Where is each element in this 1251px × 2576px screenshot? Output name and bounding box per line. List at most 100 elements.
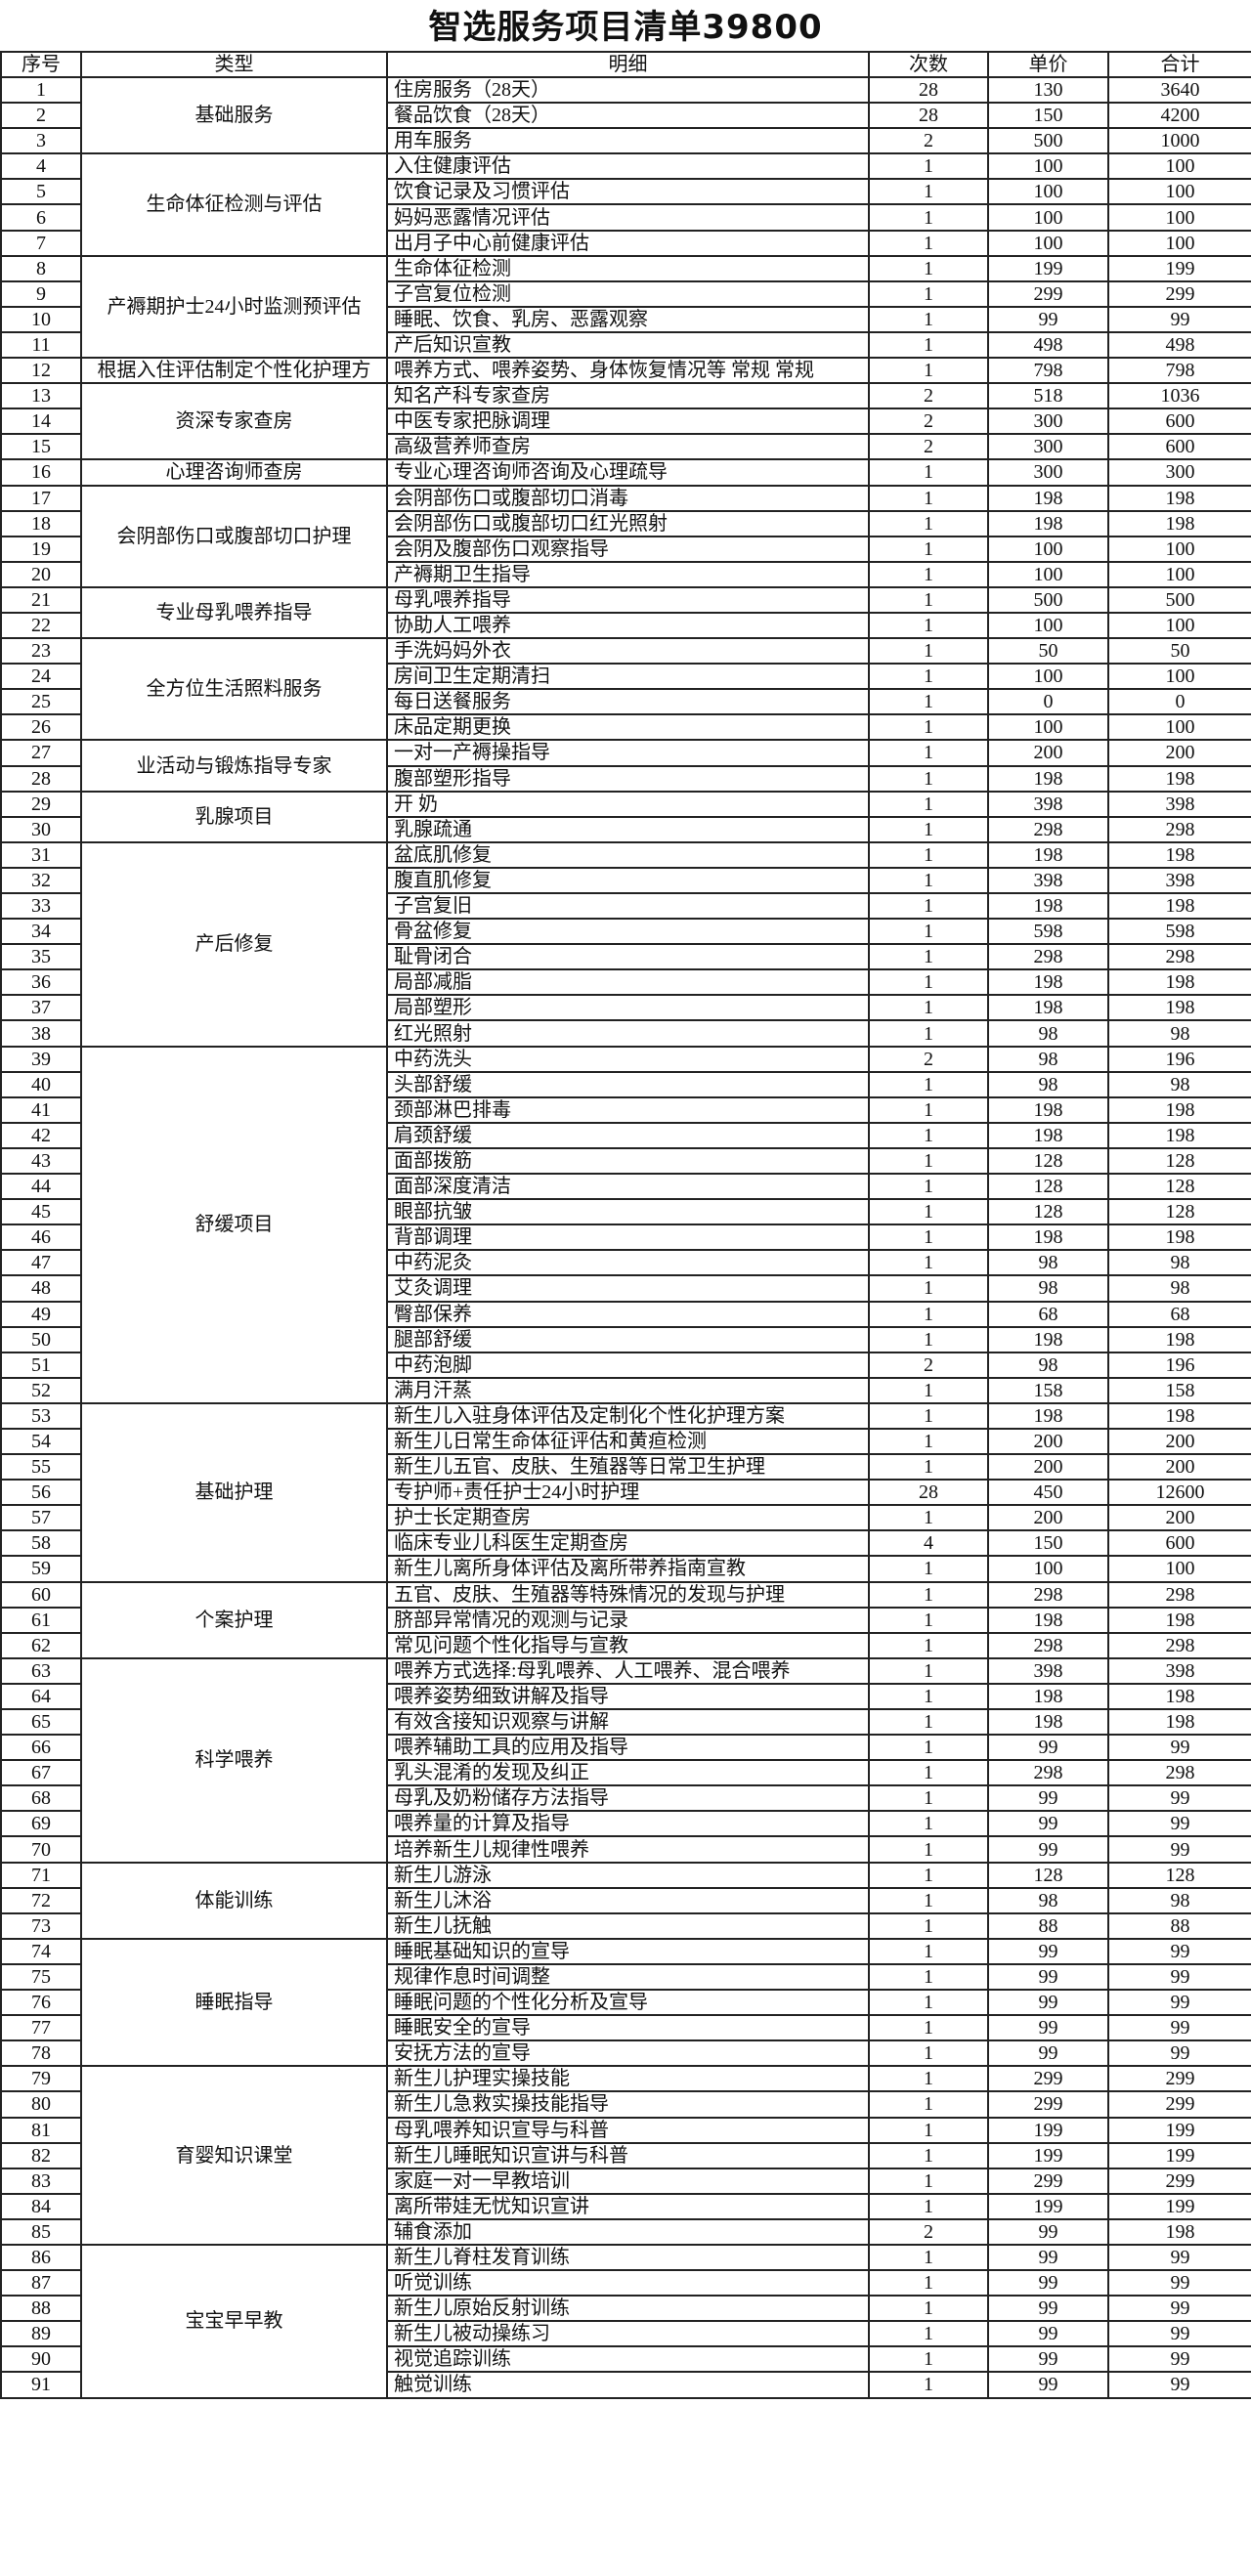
cell-total: 198 [1107,840,1251,869]
cell-no: 22 [0,611,82,640]
cell-price: 518 [987,382,1109,410]
cell-detail: 饮食记录及习惯评估 [386,178,870,206]
table-row: 4 生命体征检测与评估 入住健康评估 1 100 100 [0,152,1251,257]
cell-total: 198 [1107,2217,1251,2246]
cell-no: 42 [0,1121,82,1149]
cell-no: 2 [0,102,82,130]
cell-no: 59 [0,1555,82,1583]
cell-total: 99 [1107,2371,1251,2399]
table-row: 37 局部塑形 1 198 198 [0,994,1251,1022]
table-row: 89 新生儿被动操练习 1 99 99 [0,2320,1251,2348]
cell-count: 1 [868,1224,989,1252]
cell-detail: 母乳及奶粉储存方法指导 [386,1784,870,1813]
cell-total: 398 [1107,790,1251,818]
cell-detail: 脐部异常情况的观测与记录 [386,1606,870,1634]
cell-detail: 喂养量的计算及指导 [386,1810,870,1838]
cell-no: 65 [0,1707,82,1737]
cell-no: 73 [0,1911,82,1940]
cell-count: 1 [868,2090,989,2119]
cell-count: 1 [868,891,989,921]
cell-price: 68 [987,1300,1109,1328]
table-row: 19 会阴及腹部伤口观察指导 1 100 100 [0,535,1251,563]
cell-detail: 肩颈舒缓 [386,1121,870,1149]
cell-price: 299 [987,2065,1109,2093]
cell-count: 1 [868,1886,989,1914]
table-row: 59 新生儿离所身体评估及离所带养指南宣教 1 100 100 [0,1555,1251,1583]
cell-count: 1 [868,739,989,767]
cell-no: 29 [0,790,82,818]
cell-count: 1 [868,203,989,232]
cell-total: 198 [1107,1224,1251,1252]
cell-detail: 手洗妈妈外衣 [386,637,870,665]
cell-price: 198 [987,1682,1109,1711]
table-row: 60 个案护理 五官、皮肤、生殖器等特殊情况的发现与护理 1 298 298 [0,1580,1251,1659]
cell-total: 3640 [1107,75,1251,105]
cell-count: 1 [868,535,989,563]
cell-count: 1 [868,1962,989,1992]
cell-count: 1 [868,994,989,1022]
cell-detail: 中药洗头 [386,1045,870,1073]
cell-type: 体能训练 [80,1861,388,1940]
cell-price: 99 [987,1989,1109,2017]
cell-no: 80 [0,2090,82,2119]
cell-detail: 安抚方法的宣导 [386,2039,870,2068]
table-row: 82 新生儿睡眠知识宣讲与科普 1 199 199 [0,2141,1251,2169]
cell-detail: 乳腺疏通 [386,815,870,843]
cell-no: 24 [0,663,82,691]
cell-count: 2 [868,2217,989,2246]
cell-type: 乳腺项目 [80,790,388,843]
cell-count: 28 [868,1479,989,1507]
cell-total: 98 [1107,1886,1251,1914]
cell-price: 98 [987,1019,1109,1048]
cell-count: 1 [868,713,989,742]
cell-count: 1 [868,918,989,946]
table-row: 71 体能训练 新生儿游泳 1 128 128 [0,1861,1251,1940]
service-table: 序号 类型 明细 次数 单价 合计 1 基础服务 住房服务（28天） 28 130 364… [0,51,1251,2399]
cell-count: 1 [868,1198,989,1226]
cell-type: 产后修复 [80,840,388,1048]
cell-total: 298 [1107,815,1251,843]
cell-count: 1 [868,1656,989,1685]
cell-total: 198 [1107,1325,1251,1353]
table-row: 87 听觉训练 1 99 99 [0,2269,1251,2297]
cell-total: 99 [1107,1989,1251,2017]
cell-price: 198 [987,1224,1109,1252]
cell-detail: 喂养姿势细致讲解及指导 [386,1682,870,1711]
table-row: 12 根据入住评估制定个性化护理方 喂养方式、喂养姿势、身体恢复情况等 常规 常规 1… [0,357,1251,385]
cell-no: 30 [0,815,82,843]
cell-detail: 规律作息时间调整 [386,1962,870,1992]
table-row: 9 子宫复位检测 1 299 299 [0,279,1251,308]
cell-detail: 新生儿急救实操技能指导 [386,2090,870,2119]
cell-count: 1 [868,1249,989,1277]
table-body: 1 基础服务 住房服务（28天） 28 130 3640 2 餐品饮食（28天） 28 150 42… [0,75,1251,2399]
cell-no: 7 [0,229,82,257]
cell-total: 498 [1107,330,1251,360]
cell-detail: 中药泥灸 [386,1249,870,1277]
cell-count: 1 [868,968,989,997]
cell-detail: 专护师+责任护士24小时护理 [386,1479,870,1507]
cell-total: 99 [1107,2243,1251,2272]
cell-no: 19 [0,535,82,563]
table-row: 36 局部减脂 1 198 198 [0,968,1251,997]
table-row: 25 每日送餐服务 1 0 0 [0,688,1251,716]
cell-detail: 骨盆修复 [386,918,870,946]
table-row: 21 专业母乳喂养指导 母乳喂养指导 1 500 500 [0,585,1251,640]
table-row: 83 家庭一对一早教培训 1 299 299 [0,2167,1251,2195]
cell-count: 1 [868,1401,989,1430]
cell-total: 100 [1107,152,1251,181]
table-row: 69 喂养量的计算及指导 1 99 99 [0,1810,1251,1838]
cell-count: 1 [868,458,989,487]
cell-count: 1 [868,1911,989,1940]
cell-no: 89 [0,2320,82,2348]
table-row: 47 中药泥灸 1 98 98 [0,1249,1251,1277]
cell-detail: 臀部保养 [386,1300,870,1328]
table-row: 30 乳腺疏通 1 298 298 [0,815,1251,843]
cell-no: 77 [0,2014,82,2042]
cell-total: 398 [1107,1656,1251,1685]
cell-total: 600 [1107,433,1251,461]
cell-detail: 喂养方式选择:母乳喂养、人工喂养、混合喂养 [386,1656,870,1685]
cell-count: 1 [868,815,989,843]
cell-count: 1 [868,560,989,588]
cell-no: 18 [0,509,82,537]
cell-total: 1000 [1107,127,1251,155]
